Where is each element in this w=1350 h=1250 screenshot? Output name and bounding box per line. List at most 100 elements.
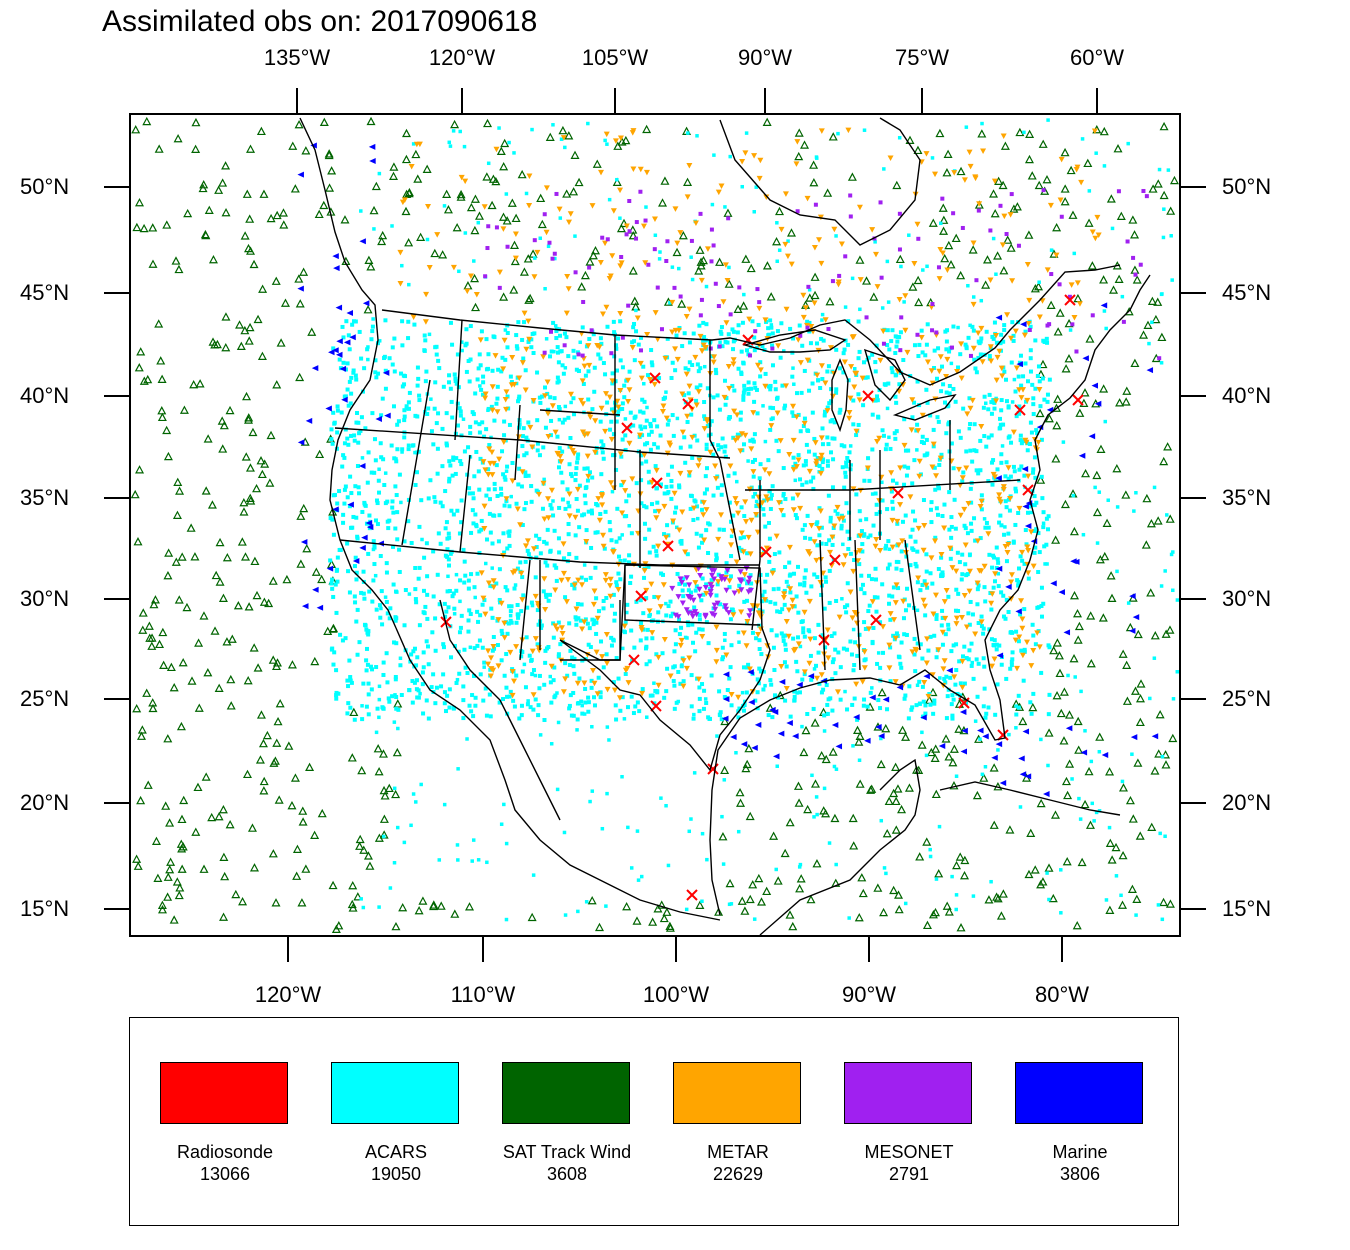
- obs-marker: [904, 473, 909, 478]
- obs-marker: [727, 265, 731, 270]
- obs-marker: [665, 666, 670, 671]
- obs-marker: [352, 594, 357, 599]
- obs-marker: [346, 442, 351, 447]
- obs-marker: [785, 817, 795, 827]
- obs-marker: [874, 511, 879, 516]
- right-lat-label: 40°N: [1222, 383, 1272, 408]
- obs-marker: [942, 901, 952, 910]
- obs-marker: [1151, 733, 1159, 740]
- obs-marker: [802, 634, 807, 639]
- obs-marker: [616, 223, 626, 233]
- obs-marker: [683, 607, 690, 613]
- obs-marker: [1055, 308, 1065, 317]
- obs-marker: [1152, 656, 1157, 660]
- obs-marker: [994, 647, 999, 652]
- obs-marker: [806, 598, 813, 605]
- obs-marker: [579, 602, 584, 607]
- obs-marker: [727, 463, 734, 469]
- obs-marker: [451, 591, 456, 596]
- obs-marker: [567, 706, 572, 711]
- obs-marker: [526, 552, 531, 557]
- obs-marker: [415, 655, 420, 660]
- obs-marker: [1077, 796, 1081, 801]
- obs-marker: [1115, 398, 1125, 407]
- obs-marker: [520, 444, 525, 449]
- obs-marker: [598, 405, 605, 412]
- obs-marker: [651, 381, 658, 388]
- obs-marker: [368, 664, 373, 669]
- obs-marker: [989, 433, 994, 438]
- obs-marker: [720, 716, 730, 726]
- obs-marker: [1094, 151, 1098, 155]
- obs-marker: [738, 417, 743, 422]
- obs-marker: [820, 426, 825, 431]
- obs-marker: [820, 312, 825, 317]
- obs-marker: [1141, 540, 1151, 549]
- obs-marker: [555, 691, 559, 695]
- obs-marker: [555, 350, 560, 355]
- obs-marker: [898, 348, 903, 353]
- obs-marker: [849, 841, 859, 850]
- obs-marker: [502, 802, 506, 807]
- obs-marker: [422, 555, 427, 560]
- obs-marker: [842, 444, 847, 449]
- obs-marker: [739, 159, 746, 165]
- obs-marker: [694, 584, 699, 589]
- obs-marker: [477, 352, 482, 357]
- obs-marker: [725, 610, 732, 616]
- obs-marker: [537, 686, 542, 691]
- obs-marker: [755, 706, 760, 711]
- obs-marker: [700, 512, 707, 518]
- obs-marker: [400, 263, 404, 268]
- obs-marker: [731, 610, 736, 615]
- obs-marker: [929, 520, 934, 525]
- obs-marker: [353, 319, 358, 324]
- obs-marker: [934, 655, 939, 660]
- obs-marker: [761, 467, 768, 473]
- obs-marker: [157, 412, 167, 422]
- obs-marker: [473, 595, 477, 600]
- obs-marker: [622, 558, 627, 563]
- obs-marker: [479, 518, 484, 523]
- obs-marker: [728, 617, 733, 622]
- obs-marker: [797, 865, 802, 869]
- obs-marker: [589, 685, 594, 690]
- obs-marker: [670, 611, 675, 616]
- obs-marker: [416, 576, 421, 581]
- obs-marker: [552, 251, 557, 256]
- obs-marker: [1114, 874, 1119, 878]
- obs-marker: [1009, 440, 1014, 445]
- obs-marker: [957, 659, 962, 664]
- obs-marker: [680, 658, 687, 664]
- obs-marker: [874, 394, 879, 399]
- obs-marker: [794, 492, 801, 499]
- obs-marker: [523, 501, 528, 506]
- obs-marker: [640, 397, 645, 402]
- obs-marker: [862, 697, 867, 702]
- obs-marker: [760, 344, 765, 349]
- obs-marker: [679, 391, 686, 398]
- obs-marker: [629, 476, 636, 482]
- obs-marker: [501, 531, 506, 536]
- obs-marker: [497, 700, 502, 705]
- obs-marker: [808, 523, 815, 529]
- obs-marker: [394, 459, 399, 464]
- obs-marker: [519, 609, 524, 614]
- obs-marker: [881, 341, 886, 346]
- obs-marker: [993, 893, 1003, 903]
- obs-marker: [507, 140, 511, 145]
- obs-marker: [932, 365, 937, 370]
- obs-marker: [541, 516, 548, 522]
- obs-marker: [792, 604, 797, 609]
- obs-marker: [361, 681, 366, 686]
- obs-marker: [831, 457, 836, 462]
- obs-marker: [222, 553, 232, 562]
- obs-marker: [371, 181, 381, 191]
- obs-marker: [774, 867, 778, 872]
- obs-marker: [355, 834, 365, 844]
- obs-marker: [1121, 397, 1131, 406]
- obs-marker: [759, 599, 764, 604]
- obs-marker: [813, 202, 818, 207]
- obs-marker: [757, 666, 762, 671]
- obs-marker: [1013, 486, 1018, 491]
